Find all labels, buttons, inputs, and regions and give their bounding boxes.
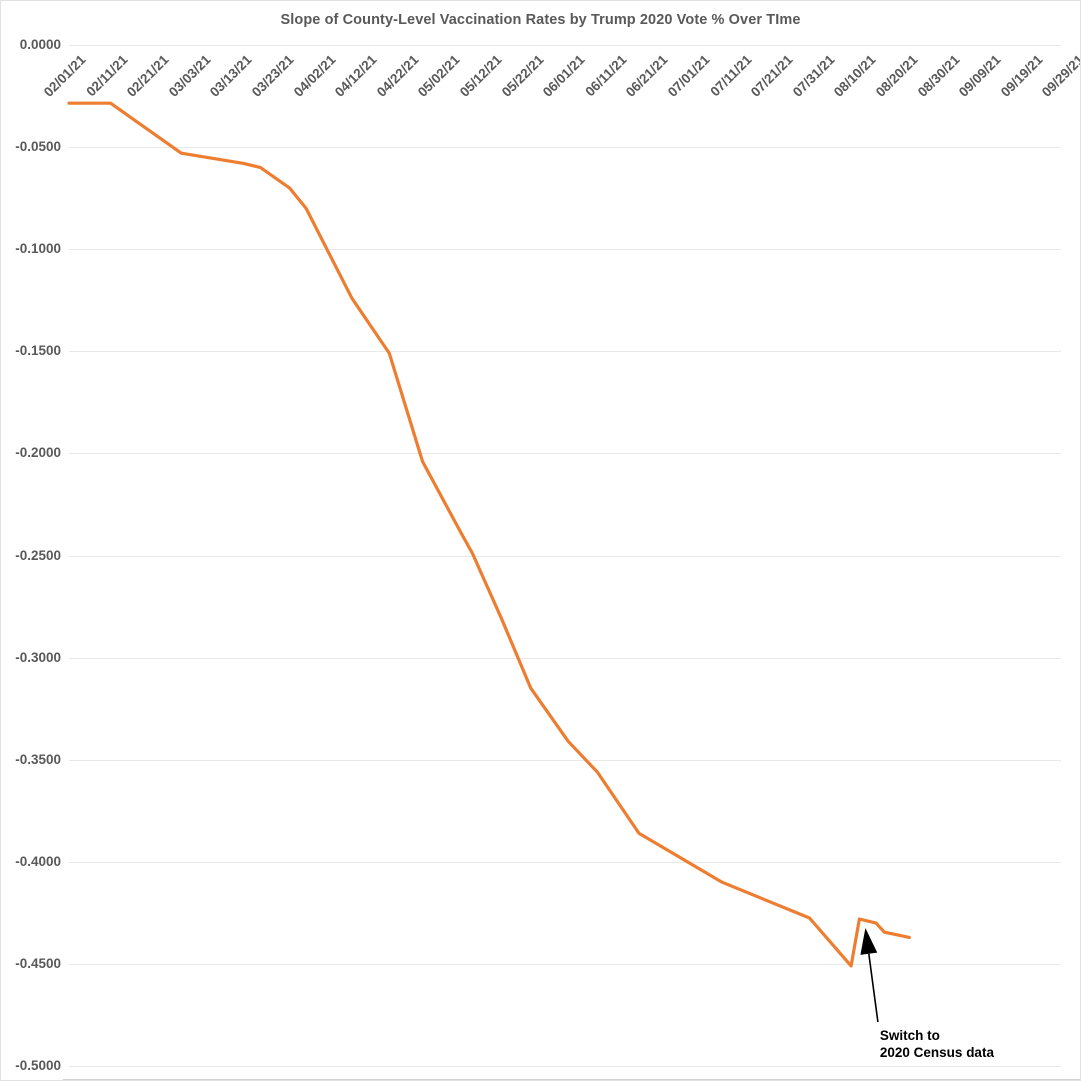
annotation-arrowhead bbox=[860, 927, 878, 955]
annotation-text: Switch to 2020 Census data bbox=[880, 1027, 994, 1061]
y-axis-tick-label: -0.3500 bbox=[15, 751, 61, 767]
y-axis-tick-label: -0.1000 bbox=[15, 241, 61, 257]
annotation-line-2: 2020 Census data bbox=[879, 1044, 994, 1060]
y-axis-tick-label: -0.2500 bbox=[15, 547, 61, 563]
y-axis-tick-label: -0.0500 bbox=[15, 139, 61, 155]
y-axis-tick-label: -0.1500 bbox=[15, 343, 61, 359]
chart-title: Slope of County-Level Vaccination Rates … bbox=[280, 12, 801, 28]
y-axis-tick-label: -0.5000 bbox=[15, 1058, 61, 1073]
series-line bbox=[67, 101, 911, 968]
annotation-arrow-line bbox=[868, 953, 879, 1023]
y-axis-tick-label: -0.2000 bbox=[15, 445, 61, 461]
y-axis-tick-label: 0.0000 bbox=[19, 37, 61, 52]
y-axis-tick-label: -0.4500 bbox=[15, 955, 61, 971]
annotation-line-1: Switch to bbox=[879, 1027, 940, 1043]
y-axis-tick-label: -0.4000 bbox=[15, 853, 61, 869]
y-axis-tick-label: -0.3000 bbox=[15, 649, 61, 665]
